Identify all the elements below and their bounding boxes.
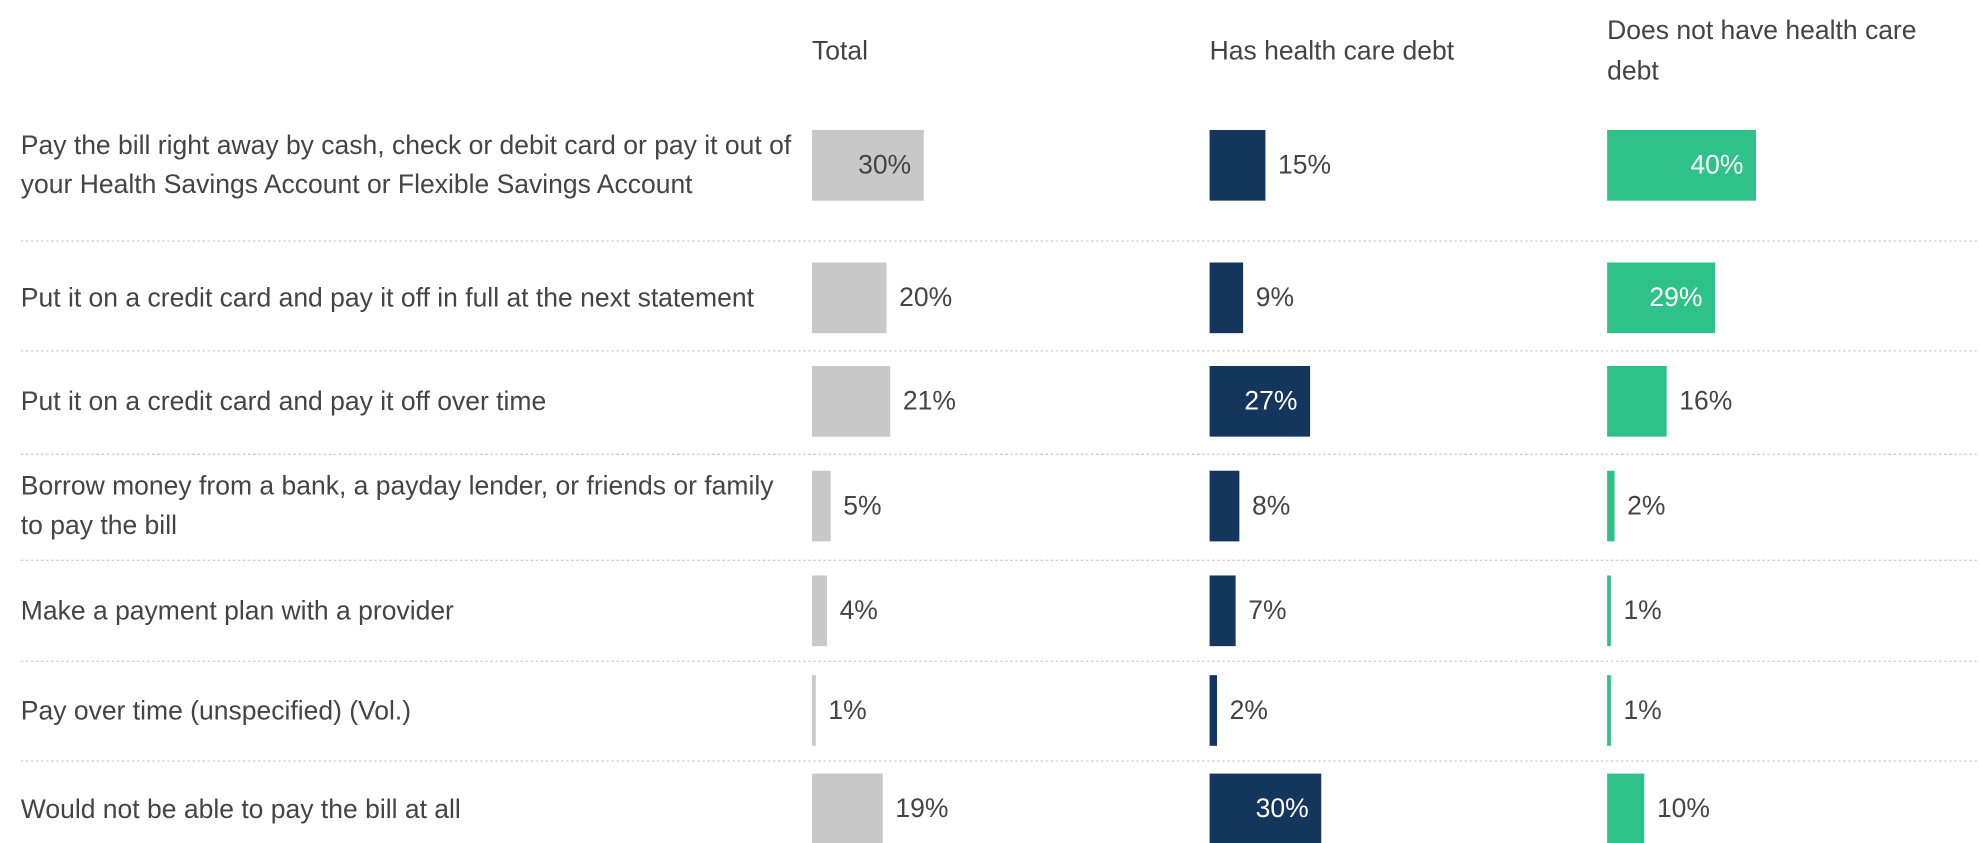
category-label: Put it on a credit card and pay it off o… (20, 386, 547, 416)
category-label-box: Put it on a credit card and pay it off o… (20, 386, 547, 416)
category-label: Put it on a credit card and pay it off i… (20, 283, 754, 313)
value-label: 9% (1256, 282, 1294, 312)
bar (1209, 365, 1311, 437)
column-header: Has health care debt (1209, 36, 1455, 66)
bar (812, 575, 827, 647)
bar (812, 470, 831, 542)
category-label: Make a payment plan with a provider (20, 596, 454, 626)
value-label: 5% (843, 490, 881, 520)
bar (1209, 575, 1236, 647)
category-label: Would not be able to pay the bill at all (20, 794, 461, 824)
category-label-box: Pay over time (unspecified) (Vol.) (20, 695, 412, 726)
value-label: 15% (1278, 150, 1331, 180)
category-label: Pay the bill right away by cash, check o… (20, 131, 792, 200)
value-label: 10% (1657, 793, 1710, 823)
value-label: 8% (1252, 490, 1290, 520)
bar (812, 365, 891, 437)
bar (1607, 470, 1615, 542)
column-header-box: Has health care debt (1209, 36, 1455, 66)
category-label: Pay over time (unspecified) (Vol.) (20, 695, 412, 726)
category-label-box: Make a payment plan with a provider (20, 596, 454, 626)
category-label-box: Put it on a credit card and pay it off i… (20, 283, 754, 313)
bar (1607, 365, 1667, 437)
bar (1209, 773, 1322, 843)
bar (1607, 773, 1645, 843)
column-header: Total (812, 36, 869, 66)
value-label: 27% (1244, 386, 1297, 416)
value-label: 2% (1230, 695, 1268, 725)
column-header: Does not have health care debt (1607, 16, 1917, 86)
value-label: 2% (1627, 490, 1665, 520)
bar (812, 129, 924, 201)
column-header-box: Does not have health care debt (1607, 16, 1917, 86)
value-label: 40% (1690, 150, 1743, 180)
bar (1209, 470, 1240, 542)
bar (1607, 575, 1611, 647)
bar (1209, 675, 1218, 746)
value-label: 1% (828, 695, 866, 725)
bar (812, 773, 883, 843)
value-label: 20% (899, 282, 952, 312)
value-label: 16% (1679, 386, 1732, 416)
bar (1209, 129, 1266, 201)
bar (812, 262, 887, 334)
bar (1607, 675, 1611, 746)
value-label: 7% (1248, 595, 1286, 625)
value-label: 19% (895, 793, 948, 823)
value-label: 29% (1649, 282, 1702, 312)
column-header-box: Total (812, 36, 869, 66)
value-label: 1% (1623, 695, 1661, 725)
bar (812, 675, 816, 746)
category-label-box: Borrow money from a bank, a payday lende… (20, 471, 774, 541)
value-label: 4% (840, 595, 878, 625)
category-label: Borrow money from a bank, a payday lende… (20, 471, 774, 541)
bar (1209, 262, 1244, 334)
value-label: 30% (858, 150, 911, 180)
category-label-box: Pay the bill right away by cash, check o… (20, 131, 792, 200)
bar (1607, 262, 1716, 334)
category-label-box: Would not be able to pay the bill at all (20, 794, 461, 824)
value-label: 21% (903, 386, 956, 416)
value-label: 1% (1623, 595, 1661, 625)
bar (1607, 129, 1757, 201)
value-label: 30% (1256, 793, 1309, 823)
